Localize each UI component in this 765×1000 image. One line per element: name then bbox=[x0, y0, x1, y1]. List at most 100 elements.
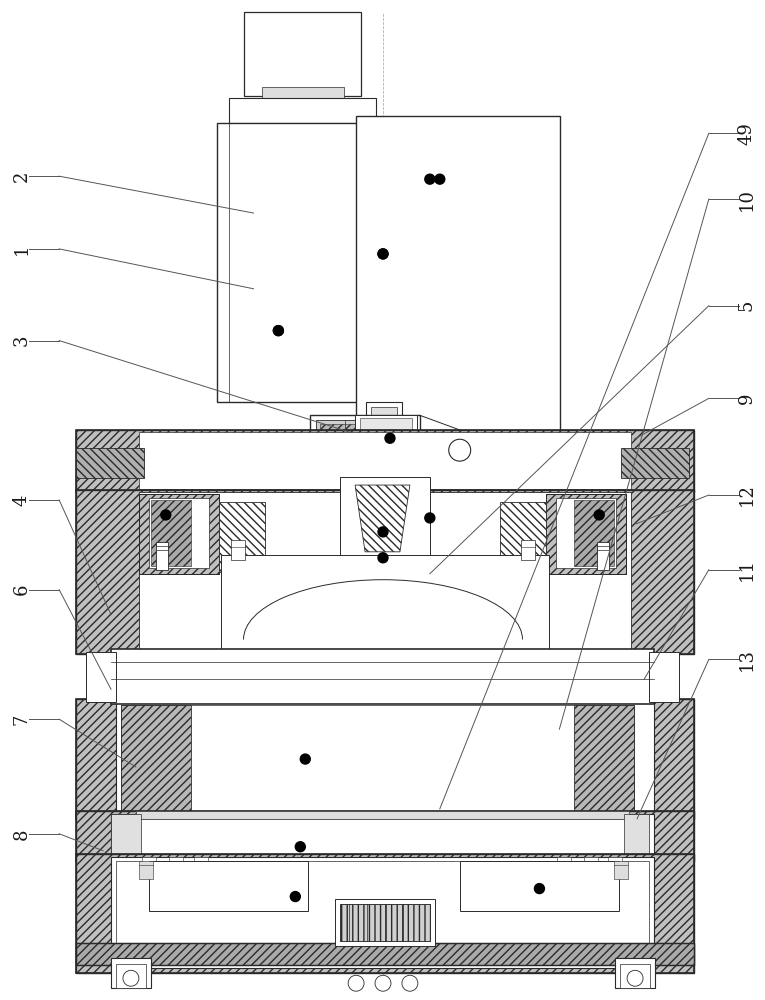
Bar bbox=[624, 814, 649, 858]
Bar bbox=[139, 819, 626, 855]
Bar bbox=[169, 857, 183, 867]
Bar bbox=[335, 899, 435, 946]
Bar bbox=[76, 490, 694, 654]
Bar bbox=[262, 87, 344, 98]
Bar bbox=[111, 857, 654, 968]
Polygon shape bbox=[500, 502, 546, 572]
Bar bbox=[76, 448, 144, 478]
Bar bbox=[608, 857, 622, 867]
Bar bbox=[216, 123, 386, 402]
Bar bbox=[356, 116, 560, 435]
Bar bbox=[597, 542, 609, 570]
Bar bbox=[116, 964, 146, 988]
Bar bbox=[558, 857, 571, 867]
Circle shape bbox=[301, 754, 311, 764]
Text: 13: 13 bbox=[737, 648, 756, 671]
Circle shape bbox=[627, 970, 643, 986]
Circle shape bbox=[273, 326, 283, 336]
Bar bbox=[76, 490, 694, 654]
Bar bbox=[111, 649, 654, 704]
Bar bbox=[121, 705, 190, 813]
Circle shape bbox=[378, 553, 388, 563]
Text: 12: 12 bbox=[737, 484, 756, 506]
Bar bbox=[136, 811, 629, 819]
Bar bbox=[76, 430, 694, 492]
Bar bbox=[76, 811, 694, 861]
Bar bbox=[614, 861, 628, 879]
Bar bbox=[366, 402, 402, 432]
Text: 5: 5 bbox=[737, 300, 756, 311]
Text: 9: 9 bbox=[737, 393, 756, 404]
Bar bbox=[522, 540, 536, 560]
Bar bbox=[116, 702, 654, 816]
Bar bbox=[76, 811, 694, 861]
Circle shape bbox=[123, 970, 139, 986]
Bar bbox=[76, 699, 694, 819]
Bar bbox=[190, 705, 575, 813]
Polygon shape bbox=[219, 502, 265, 572]
Circle shape bbox=[435, 174, 444, 184]
Bar bbox=[111, 814, 654, 858]
Bar bbox=[575, 705, 634, 813]
Bar bbox=[139, 432, 631, 489]
Circle shape bbox=[348, 975, 364, 991]
Circle shape bbox=[291, 892, 301, 902]
Circle shape bbox=[449, 439, 470, 461]
Circle shape bbox=[378, 249, 388, 259]
Bar bbox=[139, 494, 219, 574]
Bar bbox=[360, 418, 412, 443]
Bar bbox=[575, 500, 614, 566]
Circle shape bbox=[161, 510, 171, 520]
Bar bbox=[243, 12, 361, 96]
Bar bbox=[615, 958, 655, 988]
Bar bbox=[121, 705, 190, 813]
Bar bbox=[76, 943, 694, 965]
Bar bbox=[149, 861, 308, 911]
Text: 7: 7 bbox=[12, 714, 31, 725]
Circle shape bbox=[385, 433, 395, 443]
Text: 3: 3 bbox=[12, 335, 31, 346]
Bar bbox=[460, 861, 619, 911]
Text: 10: 10 bbox=[737, 188, 756, 211]
Bar bbox=[556, 498, 616, 568]
Bar bbox=[139, 494, 219, 574]
Bar bbox=[575, 705, 634, 813]
Bar bbox=[371, 407, 397, 432]
Circle shape bbox=[378, 249, 388, 259]
Circle shape bbox=[425, 174, 435, 184]
Circle shape bbox=[535, 884, 545, 894]
Bar bbox=[116, 861, 649, 964]
Bar bbox=[76, 854, 694, 973]
Circle shape bbox=[402, 975, 418, 991]
Bar bbox=[194, 857, 207, 867]
Bar bbox=[229, 98, 376, 123]
Circle shape bbox=[425, 513, 435, 523]
Bar bbox=[151, 500, 190, 566]
Bar bbox=[340, 904, 430, 941]
Circle shape bbox=[295, 842, 305, 852]
Text: 8: 8 bbox=[12, 828, 31, 840]
Bar bbox=[149, 498, 209, 568]
Bar bbox=[156, 542, 168, 570]
Bar bbox=[546, 494, 626, 574]
Bar bbox=[139, 492, 631, 651]
Bar bbox=[340, 477, 430, 557]
Text: 6: 6 bbox=[12, 584, 31, 595]
Bar bbox=[139, 861, 153, 879]
Text: 2: 2 bbox=[12, 170, 31, 182]
Bar bbox=[584, 857, 598, 867]
Bar bbox=[321, 424, 362, 468]
Bar bbox=[111, 958, 151, 988]
Bar bbox=[621, 448, 689, 478]
Polygon shape bbox=[355, 485, 410, 552]
Bar bbox=[355, 415, 417, 445]
Circle shape bbox=[273, 326, 283, 336]
Bar bbox=[620, 964, 650, 988]
Bar bbox=[546, 494, 626, 574]
Bar bbox=[316, 420, 366, 472]
Bar bbox=[76, 430, 694, 492]
Circle shape bbox=[594, 510, 604, 520]
Bar bbox=[111, 814, 141, 858]
Bar bbox=[649, 652, 679, 702]
Bar bbox=[86, 652, 116, 702]
